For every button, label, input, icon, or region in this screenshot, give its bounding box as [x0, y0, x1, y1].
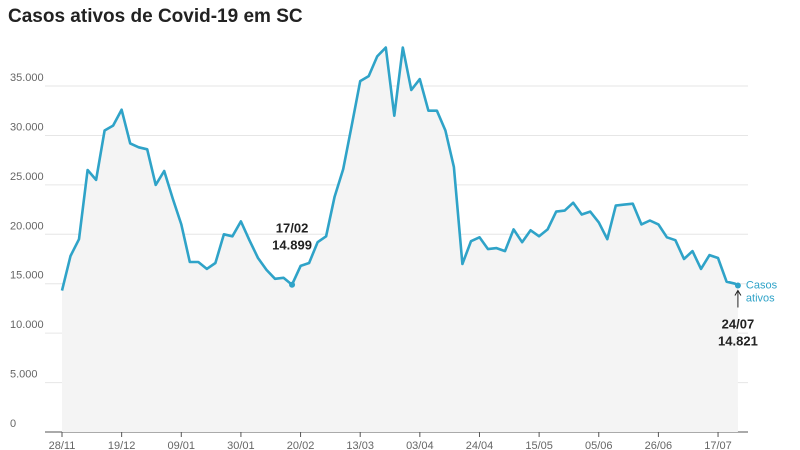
annotation-date: 24/07	[722, 316, 755, 331]
annotation-arrowhead	[734, 289, 742, 296]
chart-title: Casos ativos de Covid-19 em SC	[8, 6, 303, 27]
y-tick-label: 0	[10, 418, 16, 430]
x-tick-label: 09/01	[168, 440, 196, 450]
annotation-date: 17/02	[276, 221, 309, 236]
area	[62, 47, 738, 432]
line	[60, 46, 739, 291]
point	[734, 282, 741, 289]
y-tick-label: 5.000	[10, 369, 38, 381]
y-tick-label: 30.000	[10, 121, 44, 133]
annotation-value: 14.899	[272, 238, 312, 253]
x-tick-label: 26/06	[645, 440, 673, 450]
x-tick-label: 05/06	[585, 440, 613, 450]
x-tick-label: 13/03	[346, 440, 374, 450]
y-tick-label: 20.000	[10, 220, 44, 232]
x-tick-label: 28/11	[49, 440, 76, 450]
x-tick-label: 15/05	[525, 440, 553, 450]
x-tick-label: 19/12	[108, 440, 136, 450]
point	[289, 281, 296, 288]
x-tick-label: 03/04	[406, 440, 434, 450]
x-tick-label: 30/01	[227, 440, 255, 450]
y-tick-label: 25.000	[10, 171, 44, 183]
y-tick-label: 15.000	[10, 270, 44, 282]
x-tick-label: 20/02	[287, 440, 315, 450]
x-tick-label: 17/07	[704, 440, 732, 450]
annotation-value: 14.821	[718, 333, 758, 348]
x-tick-label: 24/04	[466, 440, 494, 450]
series-label: Casos ativos	[746, 279, 778, 304]
y-tick-label: 10.000	[10, 319, 44, 331]
y-tick-label: 35.000	[10, 72, 44, 84]
